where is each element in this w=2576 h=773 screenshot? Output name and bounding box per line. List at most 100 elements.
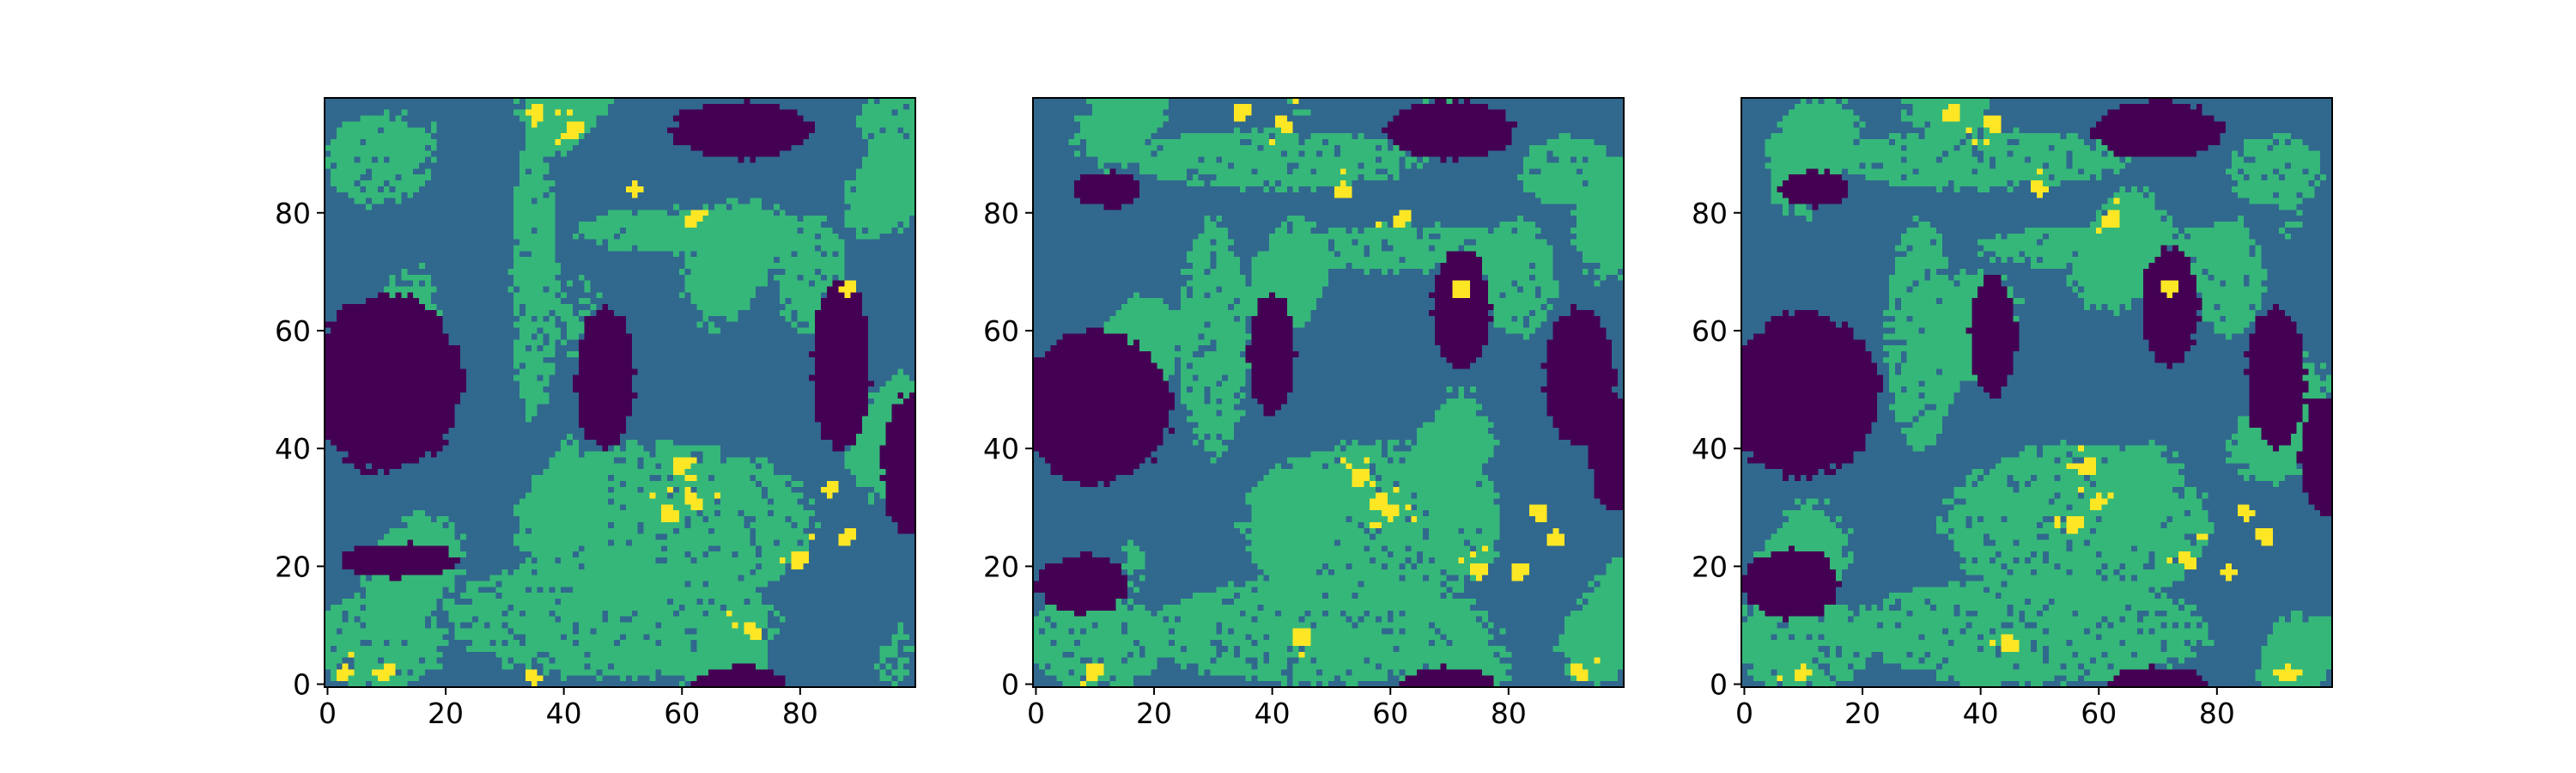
heatmap-cell: [1328, 563, 1347, 570]
heatmap-cell: [726, 198, 738, 204]
heatmap-cell: [1405, 162, 1412, 169]
heatmap-cell: [649, 492, 656, 499]
heatmap-cell: [684, 292, 691, 299]
heatmap-cell: [1251, 551, 1388, 558]
heatmap-cell: [2095, 480, 2185, 488]
heatmap-cell: [1894, 410, 1919, 417]
heatmap-cell: [1847, 533, 1949, 540]
heatmap-cell: [2273, 304, 2280, 311]
heatmap-cell: [1387, 144, 1394, 152]
heatmap-cell: [2001, 651, 2044, 659]
heatmap-cell: [2001, 115, 2103, 122]
heatmap-cell: [1204, 439, 1223, 447]
heatmap-cell: [1133, 539, 1252, 546]
heatmap-cell: [1953, 492, 2056, 499]
heatmap-cell: [1334, 539, 1341, 546]
heatmap-cell: [625, 327, 709, 334]
heatmap-cell: [543, 587, 550, 593]
heatmap-cell: [1292, 386, 1447, 393]
heatmap-cell: [1423, 551, 1471, 558]
heatmap-cell: [1476, 386, 1542, 393]
heatmap-cell: [1192, 362, 1252, 369]
heatmap-cell: [1103, 204, 1122, 210]
heatmap-cell: [1534, 274, 1553, 282]
heatmap-cell: [366, 298, 420, 305]
heatmap-cell: [531, 198, 538, 204]
heatmap-cell: [1836, 569, 1843, 576]
heatmap-cell: [1033, 510, 1252, 517]
heatmap-cell: [1127, 581, 1134, 587]
heatmap-cell: [1523, 286, 1536, 293]
heatmap-cell: [395, 274, 402, 282]
heatmap-cell: [2320, 374, 2327, 381]
heatmap-cell: [1275, 227, 1288, 234]
heatmap-cell: [360, 640, 373, 647]
heatmap-cell: [1499, 527, 1553, 535]
heatmap-cell: [756, 587, 916, 593]
heatmap-cell: [750, 475, 756, 482]
heatmap-cell: [1546, 398, 1625, 405]
heatmap-cell: [1245, 315, 1252, 323]
heatmap-cell: [1853, 551, 1960, 558]
heatmap-cell: [1871, 356, 1884, 364]
heatmap-cell: [2249, 410, 2303, 417]
heatmap-cell: [513, 663, 526, 670]
heatmap-cell: [768, 628, 781, 635]
heatmap-cell: [1175, 404, 1188, 411]
heatmap-cell: [2255, 327, 2298, 334]
heatmap-cell: [1594, 486, 1625, 494]
heatmap-cell: [1984, 280, 2002, 287]
heatmap-cell: [2072, 504, 2091, 511]
heatmap-cell: [2190, 233, 2251, 240]
heatmap-cell: [1741, 486, 1955, 494]
heatmap-cell: [1411, 504, 1418, 511]
heatmap-cell: [419, 657, 426, 664]
heatmap-cell: [2190, 263, 2262, 270]
heatmap-cell: [909, 216, 916, 222]
heatmap-cell: [655, 451, 691, 458]
heatmap-cell: [672, 204, 680, 210]
heatmap-cell: [1091, 622, 1099, 629]
heatmap-cell: [1233, 304, 1258, 311]
heatmap-cell: [1889, 180, 1949, 187]
heatmap-cell: [1936, 527, 1949, 535]
heatmap-cell: [809, 539, 839, 546]
heatmap-cell: [389, 109, 402, 116]
heatmap-cell: [1080, 480, 1099, 488]
heatmap-cell: [2107, 498, 2203, 505]
heatmap-cell: [1440, 663, 1447, 670]
heatmap-cell: [1074, 180, 1140, 187]
heatmap-cell: [578, 139, 674, 146]
heatmap-cell: [424, 263, 514, 270]
heatmap-cell: [1741, 480, 1966, 488]
heatmap-cell: [1269, 634, 1294, 641]
heatmap-cell: [2243, 168, 2274, 175]
heatmap-cell: [543, 339, 550, 346]
heatmap-cell: [785, 616, 916, 623]
heatmap-cell: [466, 380, 520, 387]
heatmap-cell: [838, 251, 845, 258]
heatmap-cell: [1286, 98, 1294, 105]
heatmap-cell: [631, 333, 816, 340]
heatmap-cell: [2031, 475, 2038, 482]
heatmap-cell: [2001, 393, 2251, 399]
heatmap-cell: [1984, 539, 1996, 546]
heatmap-cell: [1175, 428, 1194, 435]
heatmap-cell: [519, 180, 556, 187]
heatmap-cell: [1906, 434, 1937, 441]
heatmap-cell: [815, 315, 869, 323]
heatmap-cell: [377, 156, 385, 163]
heatmap-cell: [1783, 675, 1795, 682]
heatmap-cell: [525, 640, 574, 647]
heatmap-cell: [1139, 162, 1229, 169]
heatmap-cell: [1889, 404, 1925, 411]
heatmap-cell: [2013, 180, 2020, 187]
heatmap-cell: [2208, 628, 2274, 635]
heatmap-cell: [862, 416, 892, 423]
heatmap-cell: [354, 198, 367, 204]
heatmap-cell: [537, 651, 550, 659]
heatmap-cell: [708, 610, 727, 618]
heatmap-cell: [1971, 309, 2014, 317]
heatmap-cell: [590, 651, 769, 659]
heatmap-cell: [885, 434, 916, 441]
